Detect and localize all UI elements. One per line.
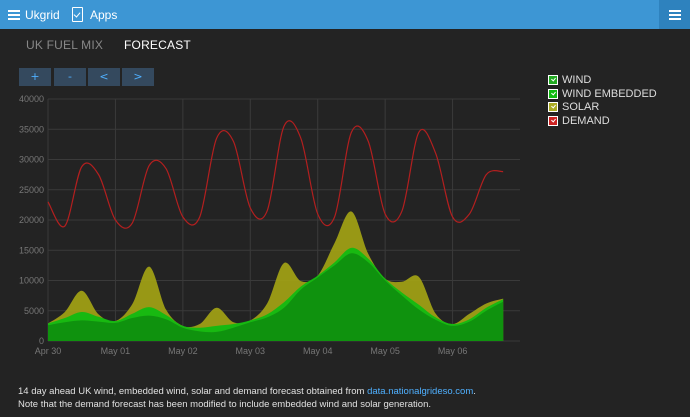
menu-button[interactable] [659,0,690,29]
y-tick-label: 25000 [19,185,44,195]
footer-text-end: . [473,386,476,397]
brand-label: Ukgrid [25,7,60,22]
y-tick-label: 30000 [19,155,44,165]
legend-swatch-solar [548,102,558,113]
legend-item-wind-embedded[interactable]: WIND EMBEDDED [548,87,657,101]
legend-swatch-demand [548,115,558,126]
y-tick-label: 40000 [19,94,44,104]
x-tick-label: May 05 [370,346,400,356]
x-tick-label: May 01 [101,346,131,356]
footer-text: 14 day ahead UK wind, embedded wind, sol… [18,386,368,397]
legend-swatch-wind [548,74,558,85]
legend-item-solar[interactable]: SOLAR [548,100,657,114]
legend-label: WIND [562,73,592,86]
hamburger-icon [8,9,20,20]
chart-legend: WIND WIND EMBEDDED SOLAR DEMAND [548,73,657,128]
x-tick-label: May 02 [168,346,198,356]
legend-label: DEMAND [562,114,610,127]
x-tick-label: Apr 30 [35,346,62,356]
footer-note: 14 day ahead UK wind, embedded wind, sol… [18,385,476,411]
x-tick-label: May 06 [438,346,468,356]
previous-button[interactable]: < [88,68,120,86]
menu-icon [668,9,681,20]
apps-label: Apps [90,7,118,22]
footer-note-line2: Note that the demand forecast has been m… [18,399,431,410]
x-tick-label: May 03 [236,346,266,356]
y-tick-label: 5000 [24,306,44,316]
area-wind [48,253,504,341]
zoom-in-button[interactable]: + [19,68,51,86]
legend-label: WIND EMBEDDED [562,87,657,100]
legend-item-demand[interactable]: DEMAND [548,114,657,128]
y-tick-label: 15000 [19,245,44,255]
apps-icon [72,7,83,22]
x-tick-label: May 04 [303,346,333,356]
legend-swatch-wind-embedded [548,88,558,99]
tab-forecast[interactable]: FORECAST [124,38,191,52]
y-tick-label: 0 [39,336,44,346]
tab-uk-fuel-mix[interactable]: UK FUEL MIX [26,38,104,52]
line-demand [47,120,504,229]
y-tick-label: 20000 [19,215,44,225]
top-bar: Ukgrid Apps [0,0,690,29]
next-button[interactable]: > [122,68,154,86]
legend-item-wind[interactable]: WIND [548,73,657,87]
source-link[interactable]: data.nationalgrideso.com [367,386,474,397]
y-tick-label: 10000 [19,276,44,286]
legend-label: SOLAR [562,101,600,114]
brand-link[interactable]: Ukgrid [8,0,60,29]
zoom-out-button[interactable]: - [54,68,86,86]
apps-link[interactable]: Apps [72,0,117,29]
y-tick-label: 35000 [19,124,44,134]
